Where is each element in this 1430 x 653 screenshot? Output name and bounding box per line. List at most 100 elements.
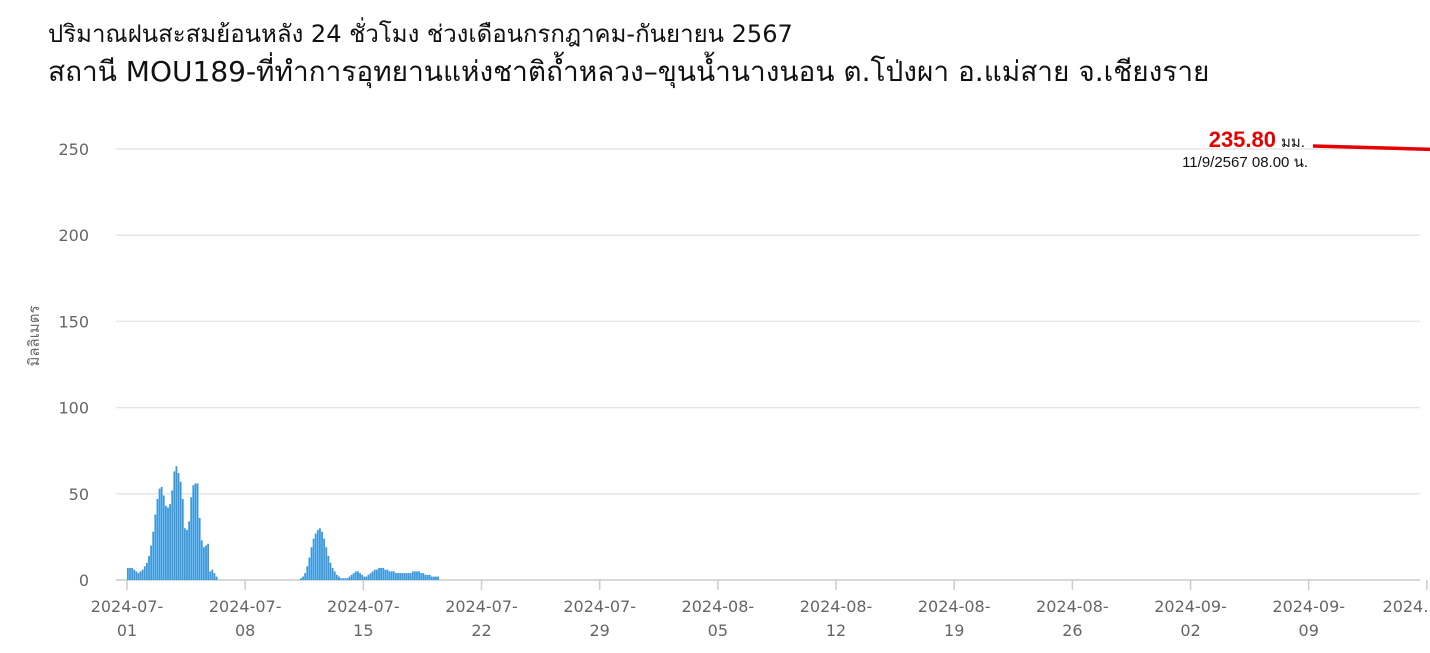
- rain-bar: [211, 569, 214, 580]
- rain-bar: [424, 574, 427, 580]
- rain-bar: [405, 573, 408, 580]
- rain-bar: [308, 557, 311, 580]
- rain-bar: [340, 578, 342, 580]
- rain-bar: [365, 576, 368, 580]
- rain-bar: [401, 573, 404, 580]
- rain-bar: [171, 490, 174, 580]
- x-tick-label-day: 22: [471, 621, 491, 640]
- rain-bar: [388, 571, 391, 580]
- rain-bar: [325, 547, 328, 580]
- x-tick-label-day: 08: [235, 621, 255, 640]
- x-tick-label-day: 19: [944, 621, 964, 640]
- rain-bar: [202, 547, 205, 580]
- rain-bar: [323, 538, 326, 580]
- x-tick-label: 2024-08-: [918, 597, 991, 616]
- rain-bar: [162, 495, 165, 580]
- rain-bar: [150, 545, 153, 580]
- rain-bar: [367, 574, 370, 580]
- rain-bar: [304, 573, 307, 580]
- rain-bar: [188, 521, 191, 580]
- x-tick-label-day: 05: [708, 621, 728, 640]
- rain-bar: [418, 571, 421, 580]
- rain-bar: [175, 466, 178, 580]
- rain-bar: [158, 488, 161, 580]
- rain-bar: [173, 471, 176, 580]
- x-tick-label: 2024-07-: [445, 597, 518, 616]
- x-tick-label: 2024-08-: [800, 597, 873, 616]
- rain-bar: [354, 571, 357, 580]
- rain-bar: [137, 573, 140, 580]
- rain-bar: [133, 569, 136, 580]
- rain-bar: [413, 571, 416, 580]
- rain-bar: [344, 578, 347, 580]
- peak-time: 11/9/2567 08.00 น.: [1182, 154, 1308, 171]
- x-tick-label: 2024…: [1383, 597, 1430, 616]
- x-tick-label: 2024-07-: [91, 597, 164, 616]
- rain-bar: [397, 573, 399, 580]
- rain-bar: [177, 473, 180, 580]
- chart-title: ปริมาณฝนสะสมย้อนหลัง 24 ชั่วโมง ช่วงเดือ…: [48, 20, 793, 48]
- y-tick-label: 150: [58, 312, 89, 331]
- rain-bar: [392, 571, 395, 580]
- y-axis-ticks: 0 50 100 150 200 250: [58, 140, 89, 590]
- rain-bar: [346, 578, 349, 580]
- rain-bar: [200, 540, 203, 580]
- rain-bar: [131, 567, 134, 580]
- y-tick-label: 250: [58, 140, 89, 159]
- rain-bar: [386, 569, 389, 580]
- rain-bar: [359, 573, 361, 580]
- x-tick-label: 2024-07-: [327, 597, 400, 616]
- rain-bar: [141, 569, 144, 580]
- peak-annotation: 235.80 มม. 11/9/2567 08.00 น.: [1182, 127, 1430, 171]
- rain-bar: [331, 567, 334, 580]
- rain-bar: [428, 574, 431, 580]
- rain-bar: [205, 545, 207, 580]
- peak-unit: มม.: [1281, 134, 1305, 151]
- rain-bar: [316, 530, 319, 580]
- x-tick-label-day: 02: [1180, 621, 1200, 640]
- rain-bar: [363, 576, 366, 580]
- rain-bar: [378, 567, 380, 580]
- y-axis-label: มิลลิเมตร: [25, 305, 43, 366]
- x-tick-label: 2024-07-: [563, 597, 636, 616]
- grid-lines: [116, 148, 1420, 581]
- rain-bar: [183, 528, 186, 580]
- rain-bar: [350, 574, 353, 580]
- rain-bar: [338, 576, 340, 580]
- rain-bar: [164, 505, 167, 580]
- x-tick-label-day: 09: [1299, 621, 1319, 640]
- rain-bar: [300, 578, 302, 580]
- rain-bar: [148, 555, 150, 580]
- rain-bar: [426, 574, 429, 580]
- rain-bar: [395, 573, 397, 580]
- bar-series: [127, 466, 440, 580]
- rain-bar: [310, 547, 313, 580]
- x-tick-label: 2024-09-: [1272, 597, 1345, 616]
- rain-bar: [302, 576, 304, 580]
- rain-bar: [411, 571, 414, 580]
- rain-bar: [342, 578, 345, 580]
- rain-bar: [192, 485, 195, 580]
- rain-bar: [357, 571, 359, 580]
- y-tick-label: 100: [58, 399, 89, 418]
- rain-bar: [430, 576, 433, 580]
- rain-bar: [152, 531, 155, 580]
- rain-bar: [181, 498, 184, 580]
- rain-bar: [376, 569, 378, 580]
- rain-bar: [390, 571, 393, 580]
- x-tick-label-day: 01: [117, 621, 137, 640]
- rain-bar: [348, 576, 351, 580]
- rain-bar: [382, 567, 385, 580]
- rain-bar: [213, 573, 216, 580]
- x-tick-label-day: 26: [1062, 621, 1082, 640]
- rain-bar: [409, 573, 412, 580]
- rain-bar: [129, 567, 131, 580]
- peak-arrow-shaft: [1312, 144, 1430, 152]
- rain-bar: [306, 566, 309, 580]
- rain-bar: [167, 507, 169, 580]
- x-tick-label: 2024-09-: [1154, 597, 1227, 616]
- rain-bar: [127, 567, 129, 580]
- rain-bar: [194, 483, 197, 580]
- rain-bar: [407, 573, 410, 580]
